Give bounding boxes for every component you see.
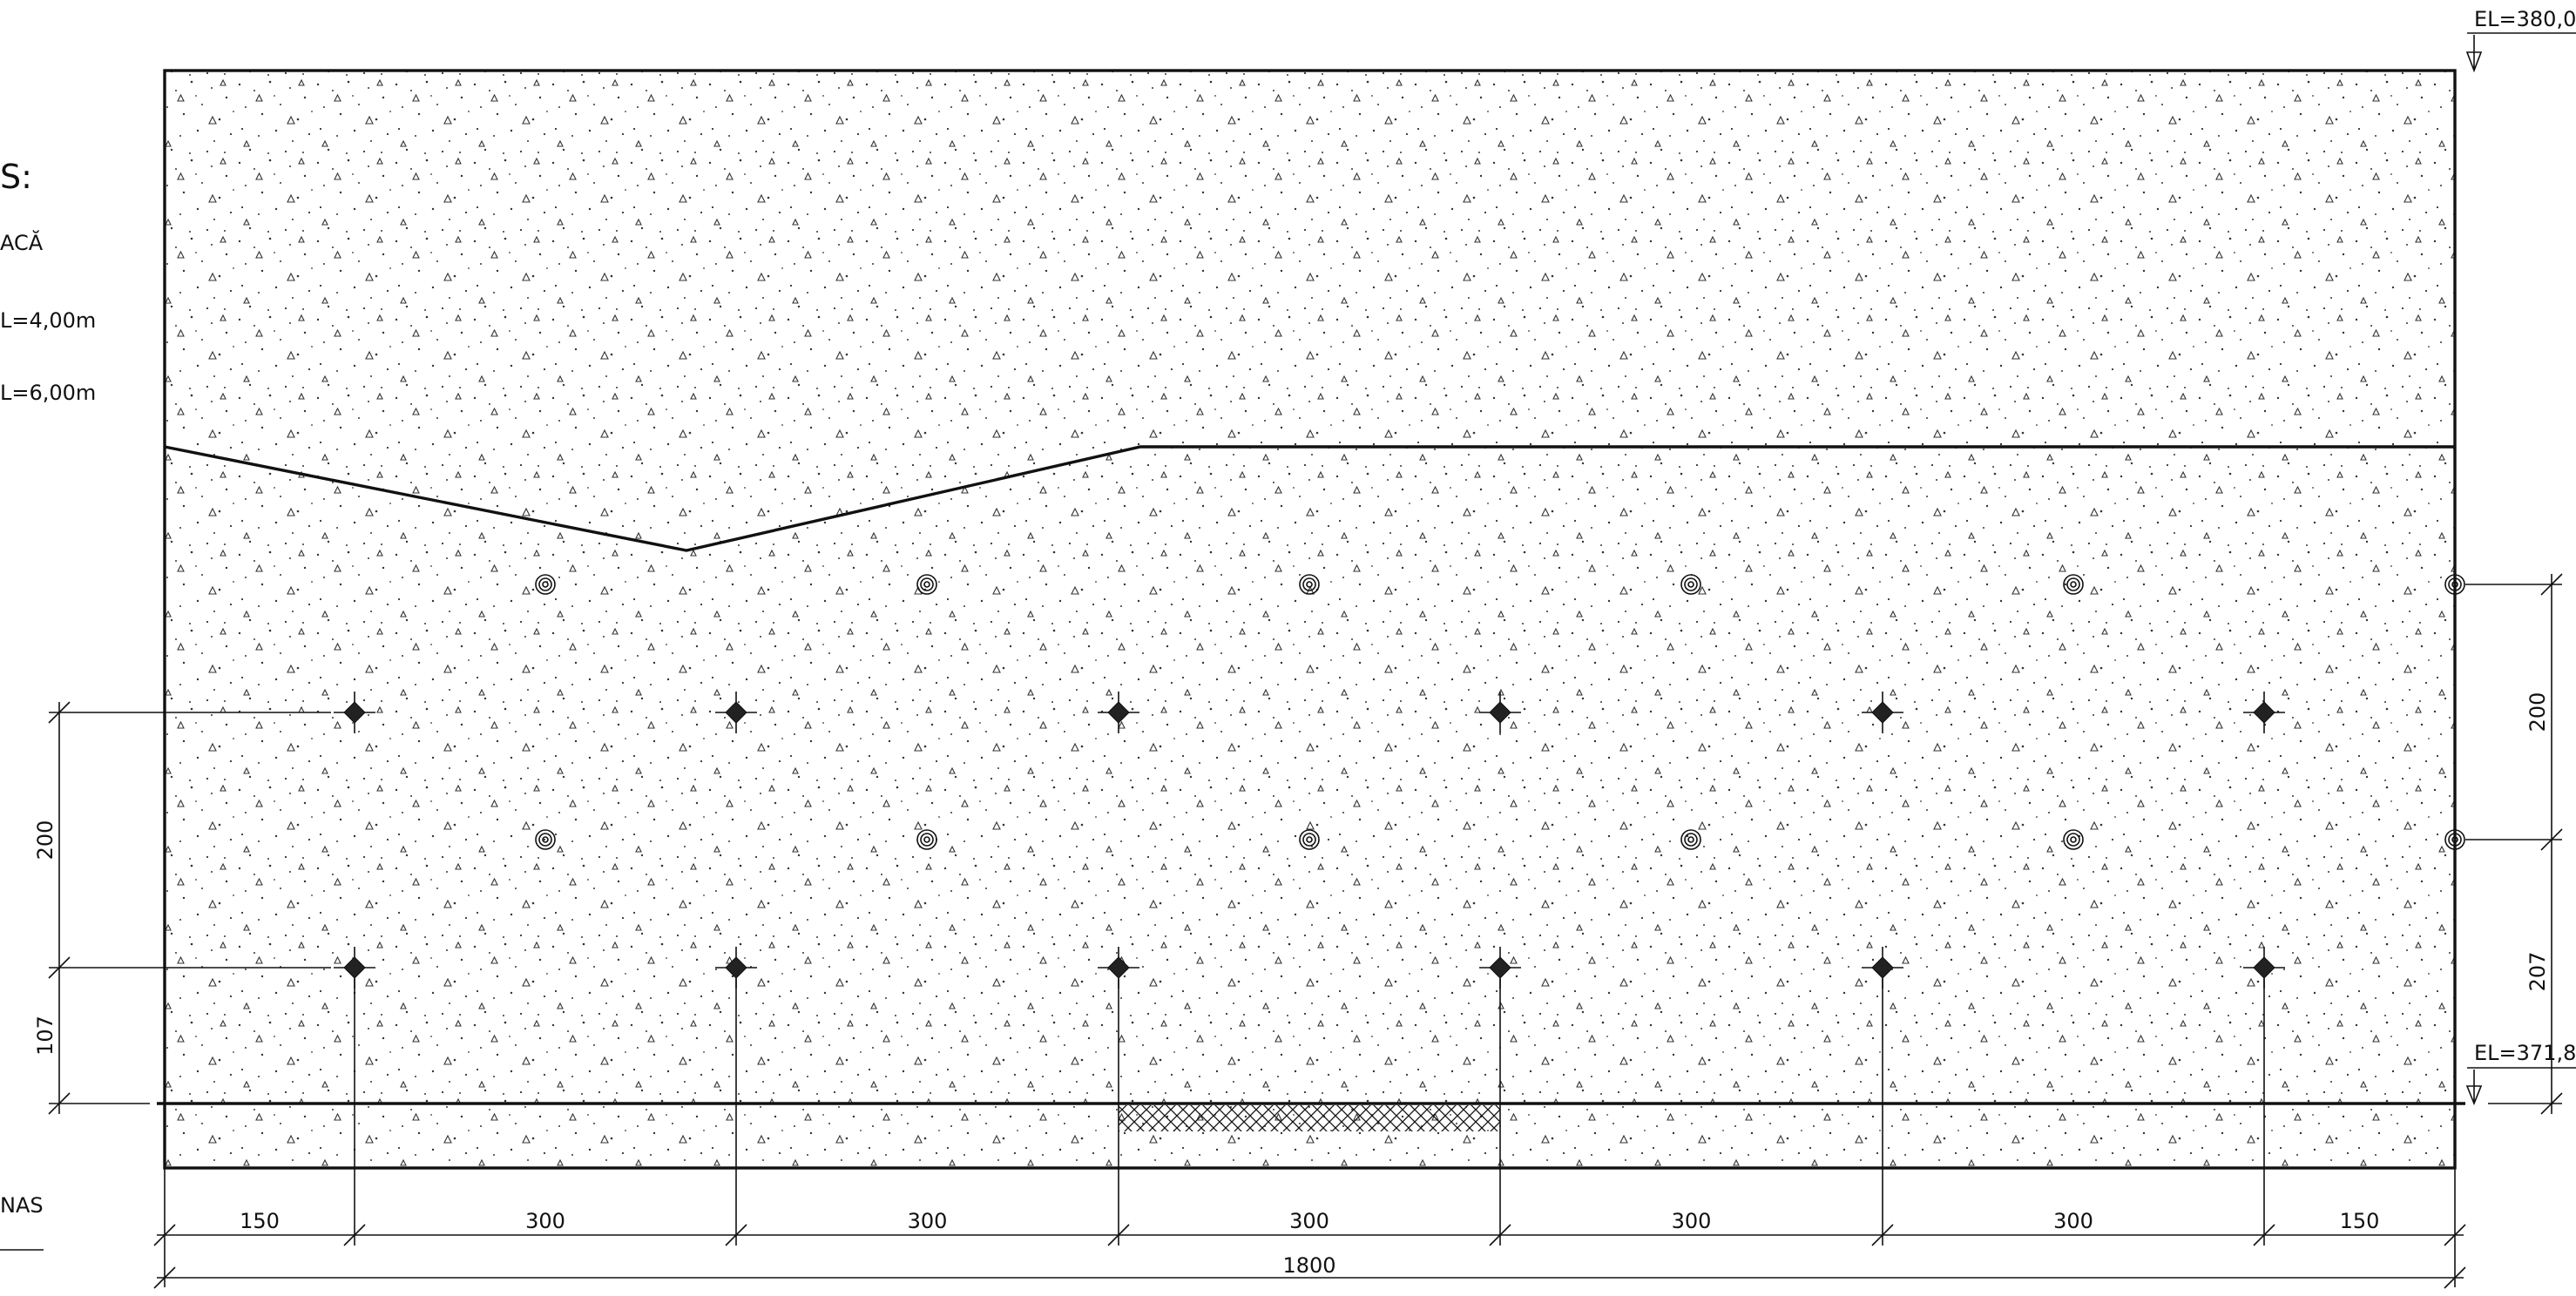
dim-tick xyxy=(725,1224,747,1246)
bolt-symbol xyxy=(1302,833,1316,847)
bolt-symbol xyxy=(1687,836,1694,843)
legend-text: L=6,00m xyxy=(0,381,96,405)
dim-tick xyxy=(1489,1224,1511,1246)
hatch-area xyxy=(1119,1105,1500,1131)
bolt-symbol xyxy=(1687,581,1694,588)
bolt-symbol xyxy=(923,836,930,843)
bolt-symbol xyxy=(535,829,556,850)
bolt-symbol xyxy=(1306,836,1313,843)
dim-tick xyxy=(48,956,71,979)
bolt-symbol xyxy=(916,574,937,595)
bolt-symbol xyxy=(542,581,549,588)
elevation-label: EL=371,88 xyxy=(2474,1041,2576,1065)
dim-label: 207 xyxy=(2525,952,2550,992)
dim-tick xyxy=(48,701,71,724)
dim-tick xyxy=(48,1092,71,1115)
dim-tick xyxy=(153,1224,176,1246)
bolt-symbol xyxy=(916,829,937,850)
anchor-symbol xyxy=(1871,956,1894,979)
bolt-symbol xyxy=(535,574,556,595)
legend-text: L=4,00m xyxy=(0,308,96,333)
bolt-symbol xyxy=(2066,833,2080,847)
dim-label: 200 xyxy=(33,820,57,861)
dim-label: 300 xyxy=(1289,1209,1329,1233)
dim-tick xyxy=(2253,1224,2275,1246)
bolt-symbol xyxy=(923,581,930,588)
bolt-symbol xyxy=(920,833,934,847)
anchor-symbol xyxy=(343,956,366,979)
dim-tick xyxy=(2540,828,2563,851)
dim-tick xyxy=(153,1266,176,1289)
anchor-symbol xyxy=(725,956,747,979)
bolt-symbol xyxy=(2448,577,2462,591)
anchor-symbol xyxy=(1489,701,1511,724)
bolt-symbol xyxy=(2063,829,2084,850)
bolt-symbol xyxy=(2451,581,2458,588)
dim-tick xyxy=(2540,1092,2563,1115)
bolt-symbol xyxy=(920,577,934,591)
bolt-symbol xyxy=(2070,581,2077,588)
bolt-symbol xyxy=(1684,833,1698,847)
dim-label: 300 xyxy=(1672,1209,1712,1233)
anchor-symbol xyxy=(1489,956,1511,979)
bolt-symbol xyxy=(1680,829,1701,850)
dim-tick xyxy=(343,1224,366,1246)
boundary-line xyxy=(164,445,2455,552)
bolt-symbol xyxy=(1299,829,1320,850)
elevation-marker xyxy=(2465,1070,2483,1106)
dim-label: 107 xyxy=(33,1016,57,1056)
anchor-symbol xyxy=(725,701,747,724)
elevation-label: EL=380,00 xyxy=(2474,7,2576,31)
dim-tick xyxy=(1871,1224,1894,1246)
bolt-symbol xyxy=(2444,574,2465,595)
dim-label: 1800 xyxy=(1282,1253,1335,1278)
bolt-symbol xyxy=(1680,574,1701,595)
bolt-symbol xyxy=(1684,577,1698,591)
bolt-symbol xyxy=(1299,574,1320,595)
bolt-symbol xyxy=(1306,581,1313,588)
bolt-symbol xyxy=(1302,577,1316,591)
dim-label: 150 xyxy=(2340,1209,2380,1233)
wall-outline xyxy=(163,69,2457,1170)
anchor-symbol xyxy=(1107,701,1130,724)
legend-text: ACĂ xyxy=(0,229,44,255)
dim-label: 300 xyxy=(908,1209,948,1233)
anchor-symbol xyxy=(343,701,366,724)
bolt-symbol xyxy=(2451,836,2458,843)
bolt-symbol xyxy=(2070,836,2077,843)
dim-label: 200 xyxy=(2525,692,2550,732)
anchor-symbol xyxy=(2253,701,2275,724)
bolt-symbol xyxy=(2444,829,2465,850)
dim-tick xyxy=(1107,1224,1130,1246)
anchor-symbol xyxy=(2253,956,2275,979)
dim-label: 300 xyxy=(2053,1209,2093,1233)
anchor-symbol xyxy=(1871,701,1894,724)
bolt-symbol xyxy=(538,833,552,847)
dim-label: 150 xyxy=(240,1209,280,1233)
anchor-symbol xyxy=(1107,956,1130,979)
elevation-marker xyxy=(2465,35,2483,73)
bolt-symbol xyxy=(542,836,549,843)
dim-tick xyxy=(2540,573,2563,596)
dim-label: 300 xyxy=(525,1209,565,1233)
bolt-symbol xyxy=(2448,833,2462,847)
bolt-symbol xyxy=(2066,577,2080,591)
bolt-symbol xyxy=(538,577,552,591)
dim-tick xyxy=(2444,1266,2466,1289)
concrete-fill xyxy=(165,71,2455,1168)
legend-text: NAS xyxy=(0,1193,44,1218)
legend-heading: S: xyxy=(0,158,32,196)
bolt-symbol xyxy=(2063,574,2084,595)
dim-tick xyxy=(2444,1224,2466,1246)
